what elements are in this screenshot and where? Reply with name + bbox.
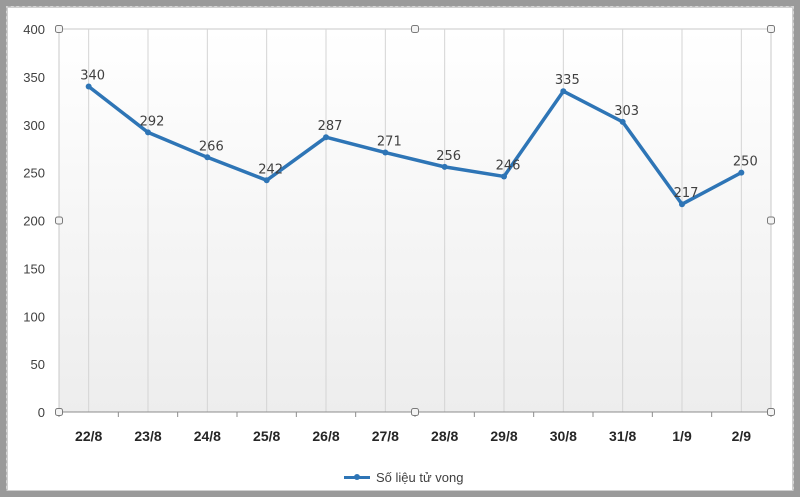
x-tick-label: 25/8 bbox=[253, 428, 280, 444]
x-tick-label: 31/8 bbox=[609, 428, 636, 444]
y-tick-label: 250 bbox=[23, 166, 45, 181]
x-tick-label: 27/8 bbox=[372, 428, 399, 444]
y-tick-label: 100 bbox=[23, 309, 45, 324]
series-point bbox=[263, 177, 270, 184]
resize-handle[interactable] bbox=[411, 25, 419, 33]
x-tick-label: 2/9 bbox=[732, 428, 752, 444]
resize-handle[interactable] bbox=[411, 408, 419, 416]
data-label: 266 bbox=[199, 139, 224, 154]
data-labels: 340 292 266 242 287 271 256 246 335 303 217 250 bbox=[80, 68, 757, 201]
x-tick-label: 1/9 bbox=[672, 428, 692, 444]
data-label: 217 bbox=[674, 186, 699, 201]
data-label: 271 bbox=[377, 135, 402, 150]
series-point bbox=[145, 129, 151, 136]
plot-area-selection-handles[interactable] bbox=[55, 25, 775, 416]
x-axis-tick-labels: 22/8 23/8 24/8 25/8 26/8 27/8 28/8 29/8 30/8 31/8… bbox=[75, 428, 751, 444]
data-label: 242 bbox=[258, 162, 283, 177]
data-label: 335 bbox=[555, 73, 580, 88]
x-tick-label: 26/8 bbox=[312, 428, 339, 444]
y-tick-label: 350 bbox=[23, 70, 45, 85]
x-tick-label: 30/8 bbox=[550, 428, 577, 444]
chart-area[interactable]: 0 50 100 150 200 250 300 350 400 22/8 23/8 24/8 25/… bbox=[7, 7, 793, 491]
resize-handle[interactable] bbox=[55, 408, 63, 416]
y-tick-label: 50 bbox=[31, 357, 45, 372]
series-point bbox=[560, 88, 567, 95]
x-tick-label: 22/8 bbox=[75, 428, 102, 444]
series-point bbox=[323, 134, 329, 141]
data-label: 246 bbox=[496, 158, 521, 173]
data-label: 292 bbox=[140, 114, 165, 129]
x-tick-label: 24/8 bbox=[194, 428, 221, 444]
resize-handle[interactable] bbox=[767, 408, 775, 416]
y-tick-label: 200 bbox=[23, 214, 45, 229]
series-point bbox=[679, 201, 685, 208]
x-tick-label: 29/8 bbox=[490, 428, 517, 444]
series-point bbox=[619, 118, 626, 125]
series-point bbox=[441, 163, 448, 170]
legend-series-swatch bbox=[344, 473, 370, 480]
y-axis-tick-labels: 0 50 100 150 200 250 300 350 400 bbox=[23, 22, 45, 420]
series-line-group bbox=[85, 83, 745, 208]
series-point bbox=[382, 149, 389, 156]
data-label: 340 bbox=[80, 68, 105, 83]
resize-handle[interactable] bbox=[767, 25, 775, 33]
x-tick-label: 28/8 bbox=[431, 428, 458, 444]
plot-area-background bbox=[58, 28, 772, 413]
series-point bbox=[501, 173, 507, 180]
legend-series-label: Số liệu tử vong bbox=[376, 469, 464, 485]
data-label: 256 bbox=[436, 149, 461, 164]
x-tick-label: 23/8 bbox=[134, 428, 161, 444]
data-label: 287 bbox=[318, 119, 343, 134]
series-point bbox=[204, 154, 211, 161]
y-tick-label: 300 bbox=[23, 118, 45, 133]
resize-handle[interactable] bbox=[767, 216, 775, 225]
series-point bbox=[738, 169, 745, 176]
resize-handle[interactable] bbox=[55, 25, 63, 33]
resize-handle[interactable] bbox=[55, 216, 63, 225]
data-label: 303 bbox=[614, 104, 639, 119]
y-tick-label: 400 bbox=[23, 22, 45, 37]
legend[interactable]: Số liệu tử vong bbox=[344, 467, 463, 487]
line-chart: 0 50 100 150 200 250 300 350 400 22/8 23/8 24/8 25/… bbox=[23, 22, 775, 444]
data-label: 250 bbox=[733, 155, 758, 170]
y-tick-label: 0 bbox=[38, 405, 45, 420]
y-tick-label: 150 bbox=[23, 261, 45, 276]
series-point bbox=[85, 83, 92, 90]
plot-area bbox=[58, 28, 772, 413]
series-line bbox=[86, 84, 744, 206]
